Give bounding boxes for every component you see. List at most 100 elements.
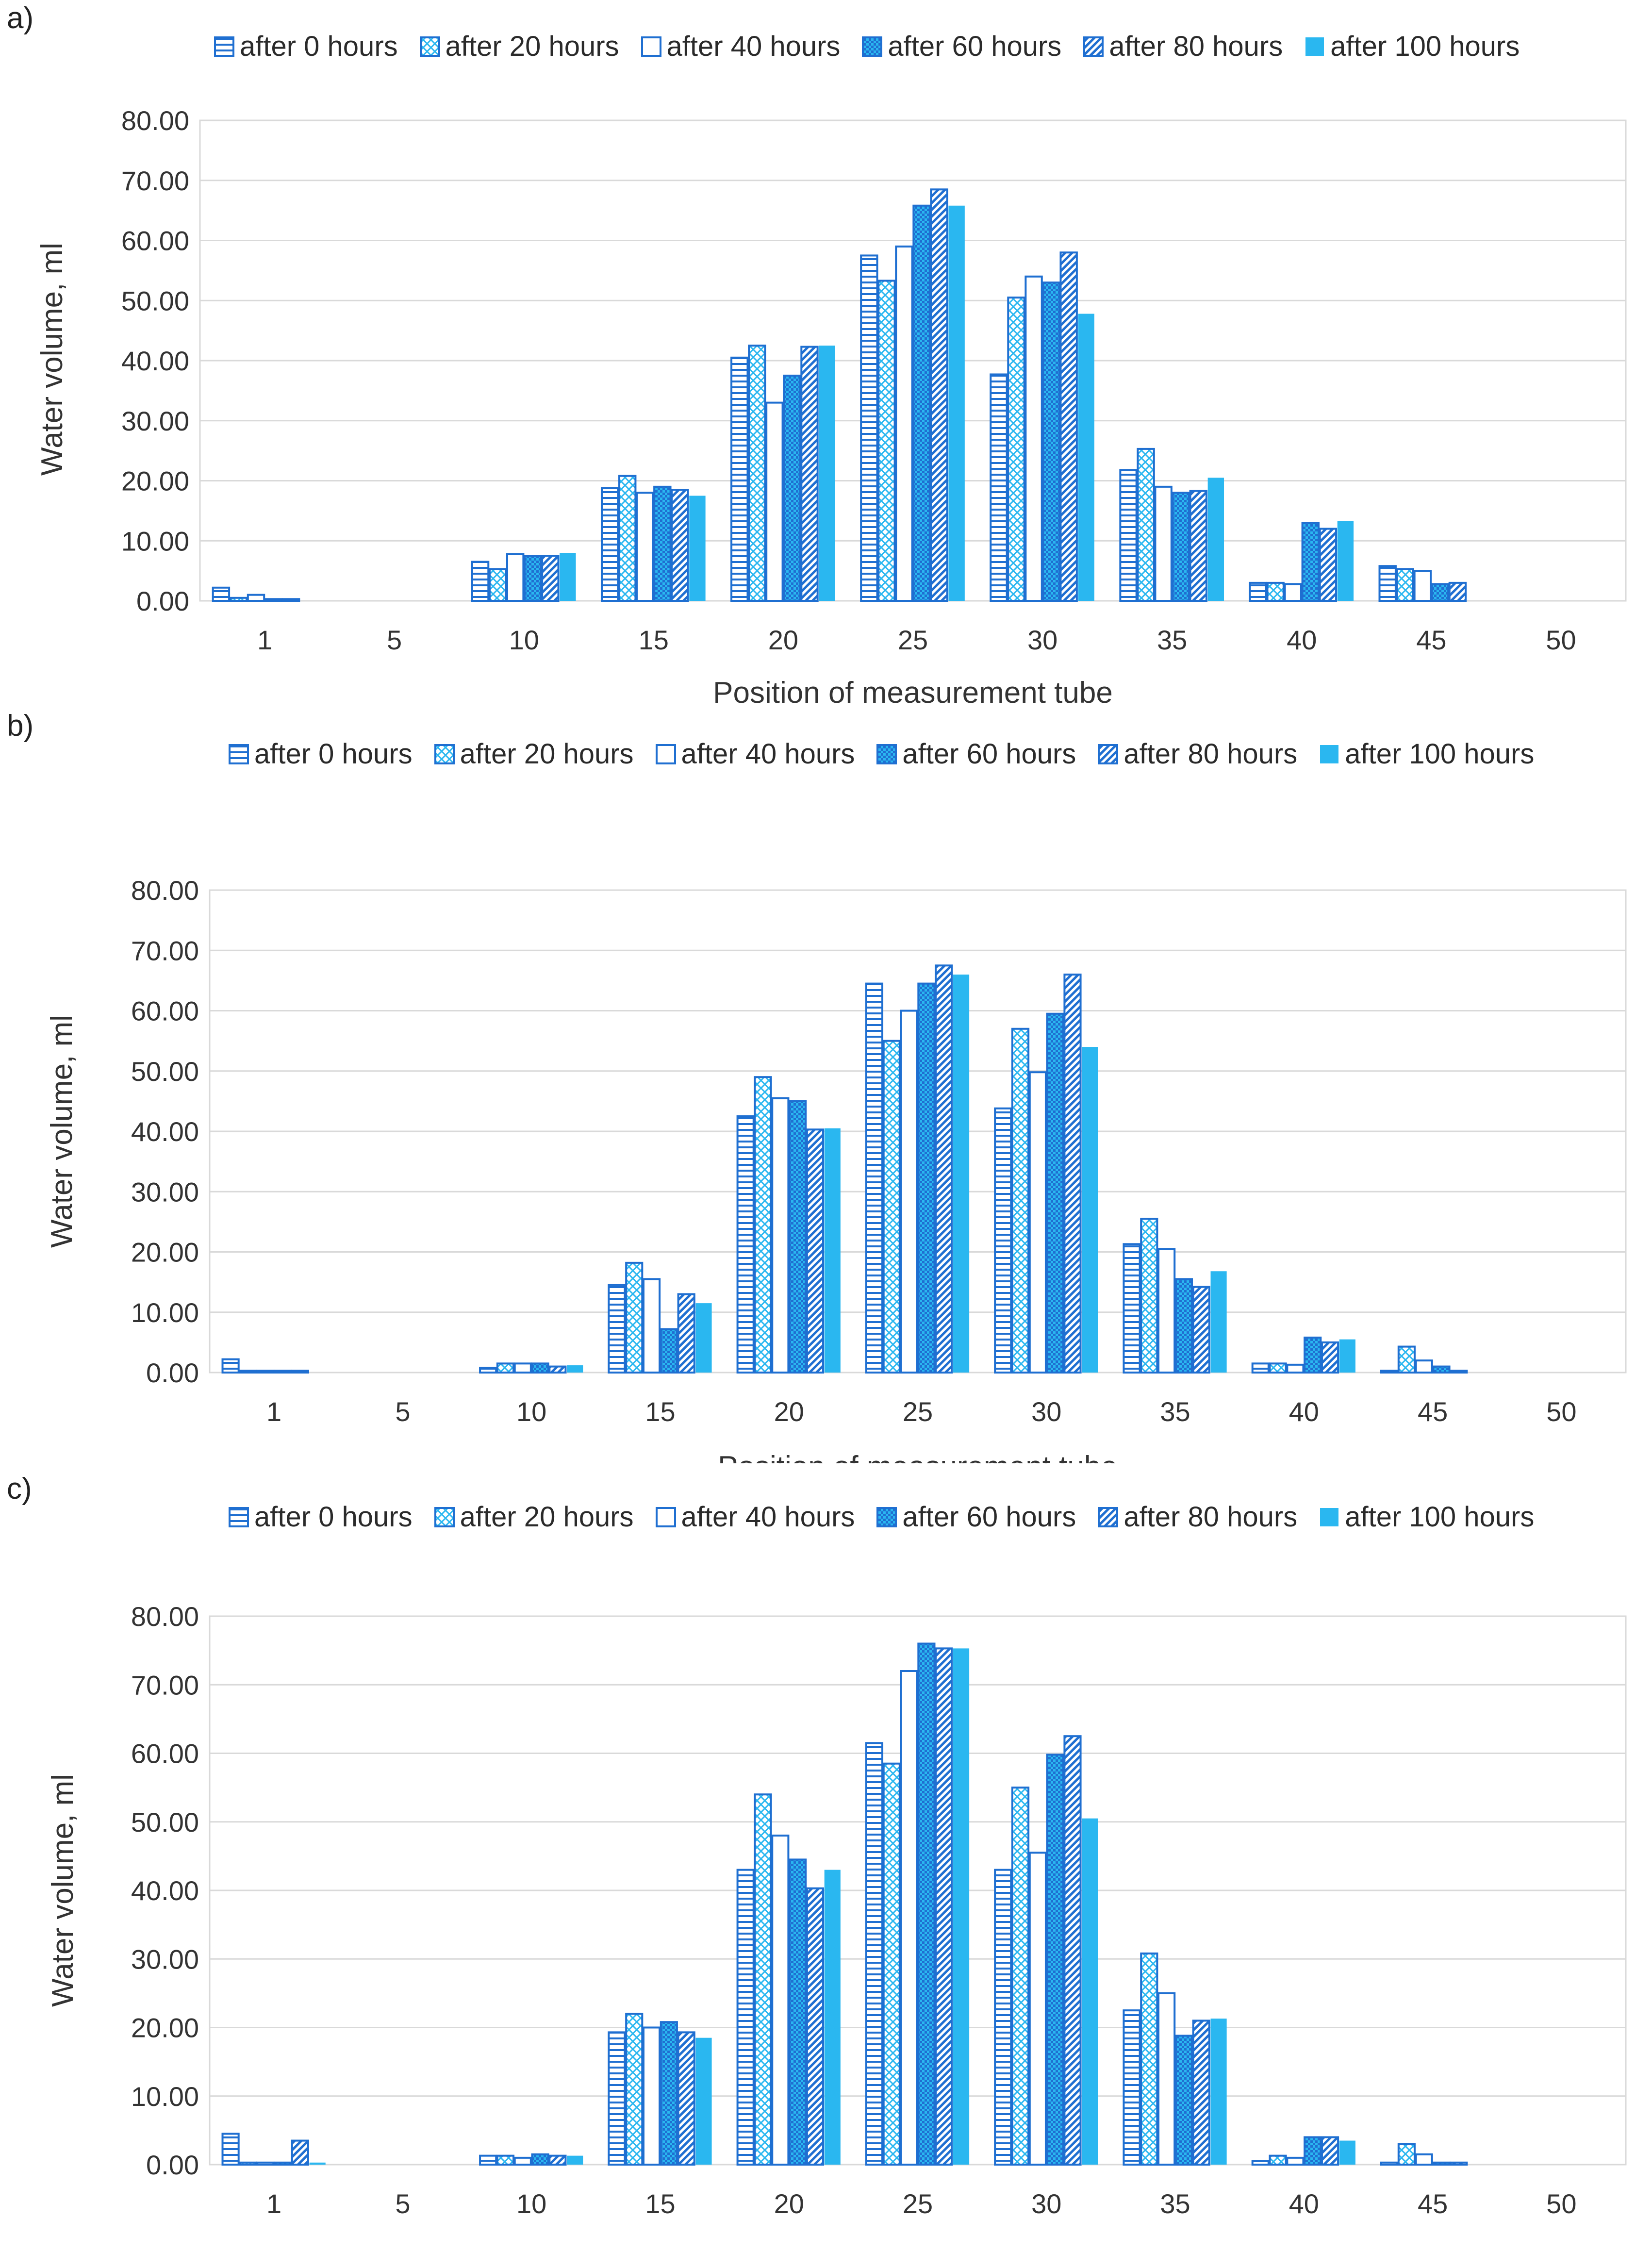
bar bbox=[239, 1370, 257, 1374]
bar bbox=[1432, 1365, 1451, 1374]
chart-svg: 0.00 10.00 20.00 30.00 40.00 50.00 60.00 70.00 8… bbox=[35, 105, 1627, 710]
legend-label: after 60 hours bbox=[902, 1501, 1076, 1533]
legend-item: after 20 hours bbox=[434, 738, 634, 770]
bar bbox=[860, 254, 878, 602]
bar bbox=[748, 345, 766, 602]
bar bbox=[1448, 581, 1467, 602]
x-tick-label: 30 bbox=[1027, 625, 1057, 655]
y-tick-label: 10.00 bbox=[131, 2081, 199, 2112]
y-tick-label: 20.00 bbox=[121, 466, 189, 497]
bar bbox=[642, 1278, 661, 1374]
panel-label: a) bbox=[7, 1, 34, 35]
legend-item: after 60 hours bbox=[876, 1501, 1076, 1533]
x-tick-label: 1 bbox=[257, 625, 272, 655]
legend-label: after 40 hours bbox=[666, 31, 841, 62]
bar bbox=[1078, 314, 1094, 601]
bar bbox=[671, 489, 689, 602]
bar bbox=[1380, 2161, 1399, 2166]
x-tick-label: 35 bbox=[1160, 1396, 1190, 1427]
legend: after 0 hours after 20 hours after 40 hour… bbox=[228, 1501, 1534, 1533]
bar bbox=[754, 1076, 772, 1374]
legend-swatch bbox=[876, 744, 897, 764]
legend: after 0 hours after 20 hours after 40 hour… bbox=[228, 738, 1534, 770]
bar bbox=[1011, 1027, 1030, 1374]
x-tick-label: 30 bbox=[1031, 1396, 1061, 1427]
x-tick-label: 50 bbox=[1546, 2188, 1576, 2219]
y-tick-label: 70.00 bbox=[131, 935, 199, 966]
bar bbox=[736, 1869, 755, 2166]
bar bbox=[488, 568, 507, 602]
bar bbox=[800, 346, 819, 602]
bar bbox=[1415, 1359, 1433, 1374]
bar bbox=[1269, 2154, 1287, 2166]
bar bbox=[291, 2139, 309, 2166]
bar bbox=[221, 1358, 240, 1374]
panel-label: b) bbox=[7, 709, 34, 743]
bar bbox=[917, 1642, 936, 2166]
legend-swatch bbox=[214, 36, 234, 57]
bar bbox=[1011, 1787, 1030, 2166]
y-tick-label: 40.00 bbox=[131, 1116, 199, 1147]
x-tick-label: 5 bbox=[395, 2188, 410, 2219]
bar bbox=[660, 2021, 678, 2166]
x-tick-label: 45 bbox=[1418, 2188, 1448, 2219]
bar bbox=[567, 1365, 583, 1373]
bar bbox=[754, 1793, 772, 2166]
x-tick-label: 50 bbox=[1546, 1396, 1576, 1427]
legend-swatch bbox=[876, 1506, 897, 1527]
y-tick-label: 30.00 bbox=[121, 406, 189, 436]
legend: after 0 hours after 20 hours after 40 hour… bbox=[214, 30, 1520, 63]
bar bbox=[824, 1128, 841, 1373]
bar bbox=[865, 982, 884, 1374]
legend-swatch bbox=[655, 744, 676, 764]
bar bbox=[1174, 1278, 1193, 1374]
x-tick-label: 15 bbox=[645, 2188, 675, 2219]
legend-label: after 0 hours bbox=[254, 1501, 413, 1533]
legend-swatch bbox=[655, 1506, 676, 1527]
bar bbox=[618, 475, 637, 602]
bar bbox=[1413, 570, 1432, 602]
bar bbox=[930, 188, 948, 602]
legend-label: after 20 hours bbox=[445, 31, 619, 62]
bar bbox=[239, 2161, 257, 2166]
y-tick-label: 50.00 bbox=[131, 1056, 199, 1087]
legend-label: after 20 hours bbox=[460, 738, 634, 770]
bar bbox=[736, 1115, 755, 1374]
bar bbox=[567, 2155, 583, 2165]
bar bbox=[1063, 973, 1082, 1374]
y-tick-label: 40.00 bbox=[131, 1875, 199, 1906]
bar bbox=[479, 2154, 497, 2166]
bar bbox=[660, 1328, 678, 1374]
bar bbox=[636, 492, 654, 602]
bar bbox=[806, 1887, 825, 2166]
bar bbox=[1192, 1286, 1210, 1374]
bar bbox=[917, 982, 936, 1374]
bar bbox=[1431, 583, 1450, 602]
bar bbox=[548, 2154, 567, 2166]
y-axis-title: Water volume, ml bbox=[35, 243, 69, 476]
bar bbox=[1339, 2140, 1355, 2165]
bar bbox=[531, 1362, 549, 1374]
bar bbox=[513, 1362, 532, 1374]
bar bbox=[765, 401, 784, 602]
chart-svg: 0.00 10.00 20.00 30.00 40.00 50.00 60.00 70.00 8… bbox=[46, 1601, 1627, 2219]
x-tick-label: 1 bbox=[266, 2188, 281, 2219]
bar bbox=[953, 974, 970, 1373]
x-tick-label: 45 bbox=[1416, 625, 1446, 655]
bar bbox=[806, 1128, 825, 1374]
bar bbox=[471, 561, 490, 602]
bar bbox=[264, 598, 283, 602]
bar bbox=[1339, 1339, 1355, 1373]
bar bbox=[1450, 1370, 1468, 1374]
legend-item: after 0 hours bbox=[228, 738, 413, 770]
legend-swatch bbox=[1083, 36, 1104, 57]
bar bbox=[1028, 1071, 1047, 1374]
x-tick-label: 5 bbox=[387, 625, 402, 655]
bar bbox=[865, 1742, 884, 2166]
bar bbox=[281, 598, 300, 602]
bar bbox=[1174, 2035, 1193, 2166]
bar bbox=[653, 485, 672, 602]
bar bbox=[496, 2154, 515, 2166]
legend-swatch bbox=[419, 36, 440, 57]
bar bbox=[1251, 2160, 1270, 2166]
